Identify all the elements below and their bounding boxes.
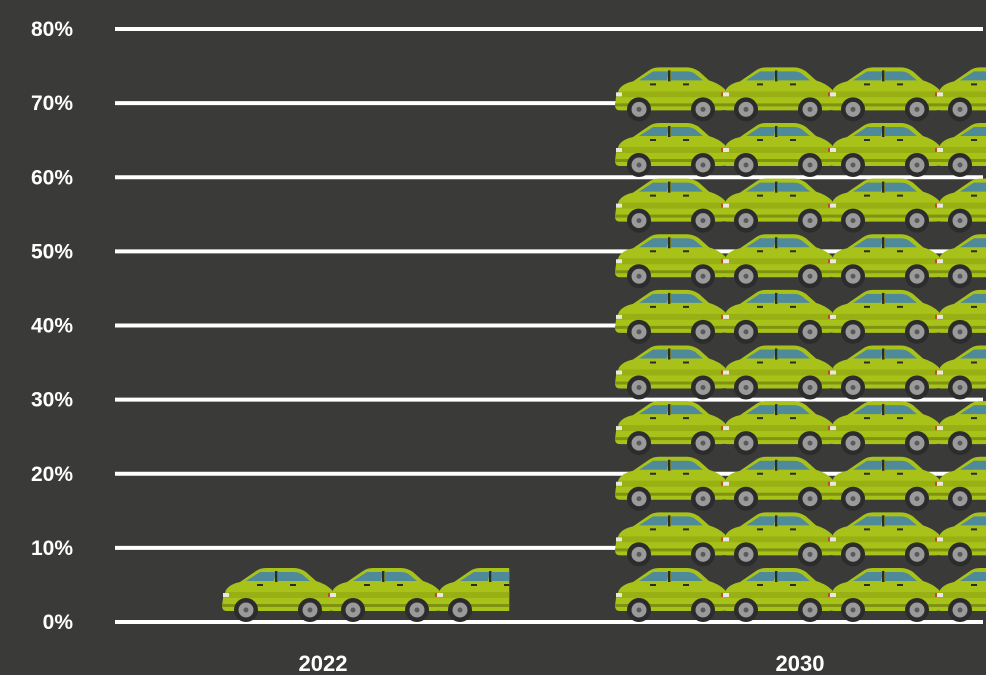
car-icon bbox=[722, 512, 835, 566]
car-icon bbox=[615, 179, 728, 233]
y-tick-label: 0% bbox=[43, 611, 74, 634]
car-icon bbox=[829, 290, 942, 344]
x-category-label: 2022 bbox=[299, 651, 348, 675]
x-category-label: 2030 bbox=[776, 651, 825, 675]
car-icon bbox=[936, 457, 986, 511]
car-icon bbox=[936, 123, 986, 177]
x-axis-category-labels: 2022 2030 bbox=[299, 651, 825, 675]
car-icon bbox=[615, 568, 728, 622]
y-tick-label: 40% bbox=[31, 315, 73, 338]
car-bars bbox=[222, 67, 986, 622]
y-tick-label: 50% bbox=[31, 240, 73, 263]
y-tick-label: 60% bbox=[31, 166, 73, 189]
car-icon bbox=[615, 512, 728, 566]
car-icon bbox=[936, 568, 986, 622]
car-icon bbox=[936, 234, 986, 288]
car-icon bbox=[615, 290, 728, 344]
car-icon bbox=[829, 346, 942, 400]
car-icon bbox=[936, 67, 986, 121]
car-icon bbox=[829, 512, 942, 566]
car-icon bbox=[615, 234, 728, 288]
car-icon bbox=[615, 457, 728, 511]
car-icon bbox=[615, 67, 728, 121]
car-icon bbox=[829, 179, 942, 233]
car-icon bbox=[722, 123, 835, 177]
car-icon bbox=[936, 346, 986, 400]
car-icon bbox=[615, 123, 728, 177]
y-tick-label: 10% bbox=[31, 537, 73, 560]
car-icon bbox=[936, 401, 986, 455]
car-icon bbox=[936, 290, 986, 344]
car-icon bbox=[722, 179, 835, 233]
car-icon bbox=[829, 123, 942, 177]
car-icon bbox=[722, 290, 835, 344]
car-icon bbox=[829, 401, 942, 455]
car-icon bbox=[722, 401, 835, 455]
car-icon bbox=[936, 512, 986, 566]
bar-2030 bbox=[615, 67, 986, 622]
car-icon bbox=[829, 457, 942, 511]
car-icon bbox=[829, 67, 942, 121]
car-icon bbox=[829, 234, 942, 288]
y-tick-label: 20% bbox=[31, 463, 73, 486]
car-icon bbox=[615, 346, 728, 400]
car-icon bbox=[722, 457, 835, 511]
y-tick-label: 30% bbox=[31, 389, 73, 412]
car-icon bbox=[436, 568, 549, 622]
car-icon bbox=[722, 568, 835, 622]
car-icon bbox=[615, 401, 728, 455]
car-icon bbox=[222, 568, 335, 622]
car-icon bbox=[722, 346, 835, 400]
car-icon bbox=[936, 179, 986, 233]
car-icon bbox=[722, 67, 835, 121]
car-icon bbox=[722, 234, 835, 288]
y-tick-label: 70% bbox=[31, 92, 73, 115]
y-axis-tick-labels: 0% 10% 20% 30% 40% 50% 60% 70% 80% bbox=[31, 18, 73, 634]
car-icon bbox=[829, 568, 942, 622]
car-icon bbox=[329, 568, 442, 622]
bar-2022 bbox=[222, 568, 549, 622]
y-tick-label: 80% bbox=[31, 18, 73, 41]
